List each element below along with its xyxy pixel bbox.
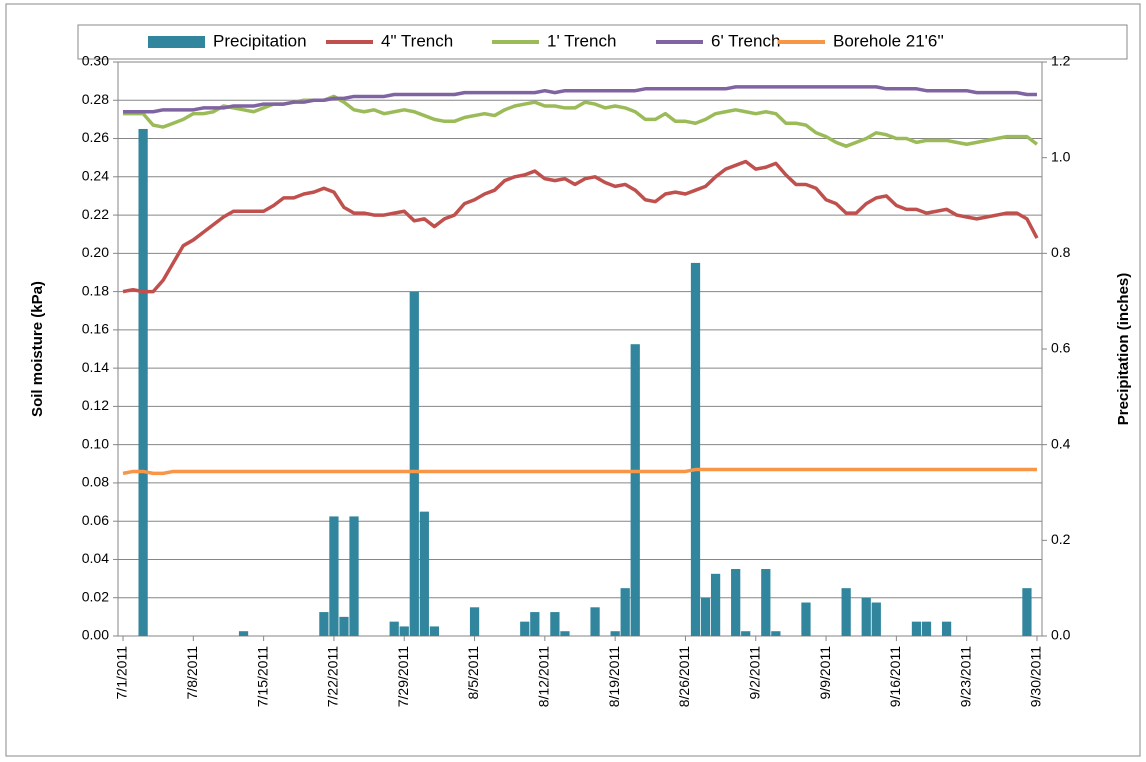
line [122, 159, 1039, 294]
bar [731, 569, 741, 636]
bar [429, 626, 439, 636]
y-tick-label: 0.06 [82, 512, 109, 528]
y-tick-label: 0.02 [82, 588, 109, 604]
x-tick-label: 8/19/2011 [606, 646, 622, 707]
legend-label: 4" Trench [381, 31, 453, 50]
y-tick-label: 0.14 [82, 359, 109, 375]
bar [861, 597, 871, 636]
bar [520, 621, 530, 636]
y-tick-label: 0.30 [82, 53, 109, 69]
bar [389, 621, 399, 636]
bar [590, 607, 600, 636]
y-tick-label: 0.00 [82, 627, 109, 643]
bar [941, 621, 952, 636]
x-tick-label: 8/5/2011 [465, 646, 481, 700]
bar [329, 516, 339, 636]
chart-border [5, 3, 1141, 757]
y2-axis-title: Precipitation (inches) [1115, 273, 1132, 426]
bar [419, 511, 429, 636]
x-tick-label: 8/12/2011 [536, 646, 552, 707]
bar [911, 621, 922, 636]
legend-label: Borehole 21'6'' [833, 31, 944, 50]
x-tick-label: 8/26/2011 [676, 646, 692, 707]
y-tick-label: 0.04 [82, 550, 109, 566]
bar [610, 631, 620, 636]
y-tick-label: 0.18 [82, 282, 109, 298]
y-tick-label: 0.20 [82, 244, 109, 260]
y-tick-label: 0.08 [82, 474, 109, 490]
x-tick-label: 9/23/2011 [957, 646, 973, 707]
bar [409, 291, 419, 636]
y2-tick-label: 1.0 [1051, 148, 1071, 164]
bar [238, 631, 249, 636]
x-tick-label: 7/1/2011 [114, 646, 130, 700]
bar [801, 602, 811, 636]
x-tick-label: 7/15/2011 [254, 646, 270, 707]
y-axis-title: Soil moisture (kPa) [29, 281, 46, 417]
y-tick-label: 0.16 [82, 321, 109, 337]
y-tick-label: 0.24 [82, 168, 109, 184]
x-tick-label: 7/29/2011 [395, 646, 411, 707]
legend-swatch [148, 36, 205, 48]
y2-tick-label: 0.0 [1051, 627, 1071, 643]
bar [700, 597, 711, 636]
bar [1022, 588, 1032, 636]
line [122, 467, 1037, 476]
bar [841, 588, 851, 636]
y2-tick-label: 0.4 [1051, 435, 1071, 451]
bar [771, 631, 781, 636]
y2-tick-label: 0.8 [1051, 244, 1071, 260]
y-tick-label: 0.28 [82, 91, 109, 107]
y-tick-label: 0.10 [82, 435, 109, 451]
x-tick-label: 9/16/2011 [887, 646, 903, 707]
bar [349, 516, 359, 636]
legend-label: 1' Trench [547, 31, 616, 50]
legend-box [77, 24, 1128, 60]
legend-label: Precipitation [213, 31, 307, 50]
bar [921, 621, 932, 636]
x-tick-label: 9/30/2011 [1028, 646, 1044, 707]
y-tick-label: 0.26 [82, 129, 109, 145]
bar [630, 344, 640, 636]
y2-tick-label: 0.6 [1051, 340, 1071, 356]
y2-tick-label: 0.2 [1051, 531, 1071, 547]
x-tick-label: 7/8/2011 [184, 646, 200, 700]
x-tick-label: 7/22/2011 [325, 646, 341, 707]
legend-label: 6' Trench [711, 31, 780, 50]
bar [339, 616, 349, 636]
bar [138, 128, 148, 636]
y-tick-label: 0.22 [82, 206, 109, 222]
y-tick-label: 0.12 [82, 397, 109, 413]
x-tick-label: 9/9/2011 [817, 646, 833, 700]
bar [530, 612, 540, 636]
bar [761, 569, 771, 636]
y2-tick-label: 1.2 [1051, 53, 1071, 69]
bar [871, 602, 881, 636]
bar [620, 588, 630, 636]
bar [710, 573, 721, 636]
bar [741, 631, 751, 636]
bar [690, 262, 701, 636]
bar [469, 607, 480, 636]
bar [550, 612, 560, 636]
x-tick-label: 9/2/2011 [746, 646, 762, 700]
bar [560, 631, 570, 636]
line [123, 85, 1037, 114]
bar [319, 612, 329, 636]
bar [399, 626, 409, 636]
